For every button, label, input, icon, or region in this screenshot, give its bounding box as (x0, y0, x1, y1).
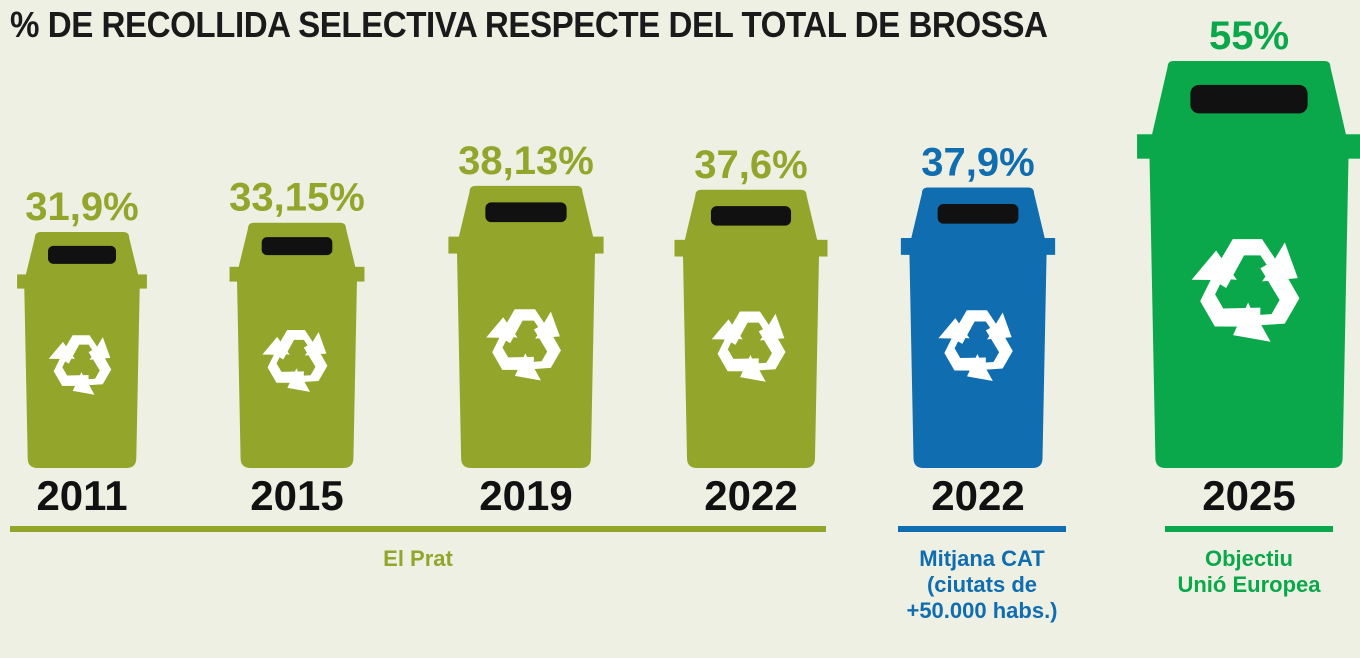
bin-bar (448, 185, 604, 468)
value-label: 37,6% (694, 143, 807, 187)
recycle-icon (1191, 239, 1300, 342)
group-label: Mitjana CAT (ciutats de +50.000 habs.) (906, 546, 1057, 623)
category-label: 2022 (931, 472, 1024, 519)
value-label: 33,15% (229, 176, 365, 220)
recycle-icon (48, 335, 112, 395)
category-label: 2015 (250, 472, 343, 519)
bin-slot (485, 202, 567, 223)
bin-slot (710, 206, 792, 226)
group-line (1165, 526, 1333, 532)
bin-slot (1190, 84, 1308, 114)
bin-slot (48, 245, 116, 264)
category-label: 2025 (1202, 472, 1295, 519)
bin-slot (937, 204, 1019, 224)
value-label: 31,9% (25, 185, 138, 229)
recycle-icon (711, 311, 786, 382)
group-label: El Prat (383, 546, 453, 571)
value-label: 55% (1209, 14, 1289, 58)
group-line (898, 526, 1066, 532)
group-line (10, 526, 826, 532)
bin-bar (900, 187, 1056, 468)
recycle-icon (938, 310, 1013, 382)
value-label: 37,9% (921, 141, 1034, 185)
group-label: Objectiu Unió Europea (1177, 546, 1321, 597)
category-label: 2022 (704, 472, 797, 519)
bin-bar (229, 222, 365, 468)
category-label: 2011 (36, 472, 127, 519)
groups-layer: El Prat Mitjana CAT (ciutats de +50.000 hab… (10, 526, 1333, 623)
category-label: 2019 (479, 472, 572, 519)
labels-layer: 31,9% 2011 33,15% 2015 38,13% 2019 37,6% 2022 37… (25, 14, 1295, 519)
value-label: 38,13% (458, 139, 594, 183)
recycle-icon (486, 309, 561, 381)
bin-bar (674, 189, 828, 468)
recycle-icon (262, 330, 328, 392)
bin-bar (1137, 61, 1360, 468)
bin-slot (261, 237, 333, 256)
chart-title: % DE RECOLLIDA SELECTIVA RESPECTE DEL TO… (10, 4, 1048, 45)
bars-layer (17, 61, 1360, 468)
bin-bar (17, 231, 147, 468)
